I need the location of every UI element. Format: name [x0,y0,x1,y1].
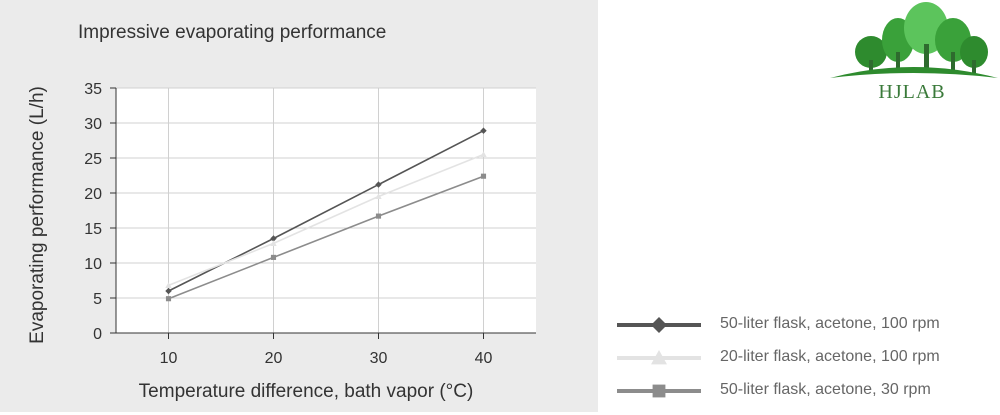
legend-swatch [617,384,701,398]
legend-swatch [617,350,701,365]
legend-swatch [617,317,701,333]
y-tick-label: 10 [84,256,102,273]
data-point [375,193,382,200]
y-tick-label: 35 [84,81,102,98]
hjlab-logo: HJLAB [826,0,1000,104]
y-tick-label: 20 [84,186,102,203]
legend-item: 20-liter flask, acetone, 100 rpm [615,343,1000,373]
chart-title: Impressive evaporating performance [78,22,386,43]
y-tick-label: 30 [84,116,102,133]
legend-item: 50-liter flask, acetone, 100 rpm [615,310,1000,340]
data-point [375,213,382,219]
data-point [375,181,382,188]
data-point [270,240,277,246]
legend: 50-liter flask, acetone, 100 rpm 20-liter… [615,310,1000,415]
legend-item: 50-liter flask, acetone, 30 rpm [615,376,1000,406]
series-3 [165,173,487,302]
x-axis-label: Temperature difference, bath vapor (°C) [139,381,474,402]
legend-marker [651,350,667,365]
chart-panel: Impressive evaporating performance 0 5 10 1… [0,0,598,412]
y-axis-label: Evaporating performance (L/h) [27,86,48,344]
chart-svg: Impressive evaporating performance 0 5 10 1… [0,0,598,412]
data-point [270,254,277,260]
legend-label: 20-liter flask, acetone, 100 rpm [720,348,940,365]
legend-label: 50-liter flask, acetone, 30 rpm [720,381,931,398]
data-point [480,151,487,158]
data-point [165,282,172,288]
y-tick-label: 0 [93,326,102,343]
series-layer [165,127,487,302]
y-tick-label: 25 [84,151,102,168]
x-tick-label: 30 [370,350,388,367]
trees-logo-icon: HJLAB [830,2,998,103]
data-point [480,127,487,134]
legend-label: 50-liter flask, acetone, 100 rpm [720,315,940,332]
y-tick-label: 15 [84,221,102,238]
x-tick-label: 40 [475,350,493,367]
grid-lines [116,87,536,333]
legend-marker [652,384,666,398]
legend-marker [651,317,667,333]
logo-text: HJLAB [878,81,945,103]
tick-labels: 0 5 10 15 20 25 30 35 10 20 30 40 [84,81,492,367]
data-point [480,173,487,179]
y-tick-label: 5 [93,291,102,308]
data-point [270,235,277,242]
series-line [168,153,484,287]
data-point [165,287,172,295]
axes [110,87,536,339]
series-line [168,175,484,300]
data-point [165,296,172,302]
x-tick-label: 10 [160,350,178,367]
series-2 [165,151,487,288]
plot-area [116,88,536,333]
x-tick-label: 20 [265,350,283,367]
